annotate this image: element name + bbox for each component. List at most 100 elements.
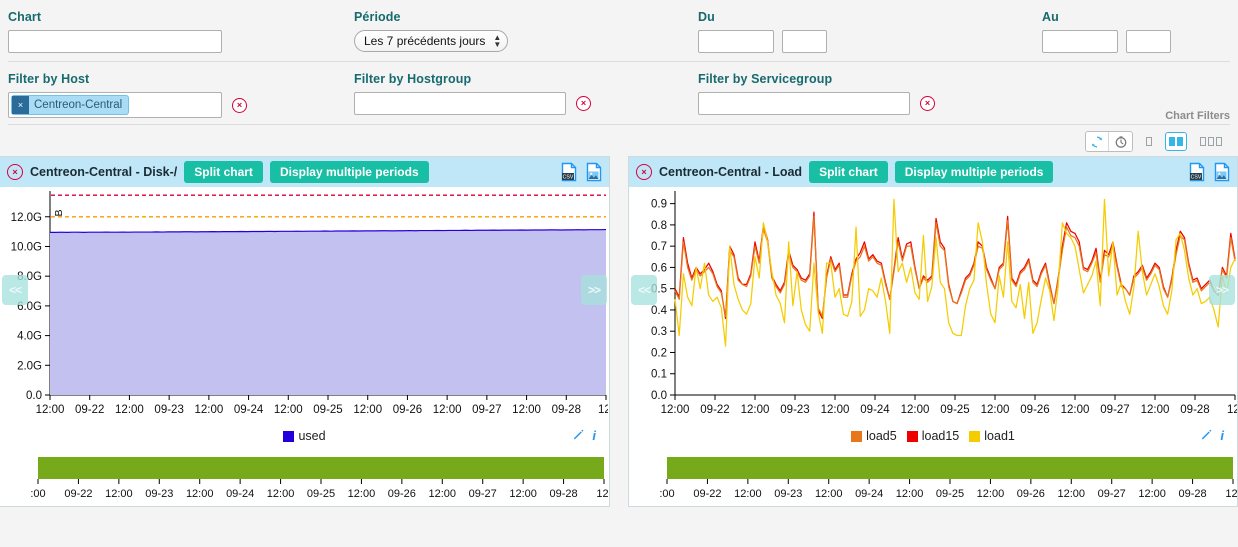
chart-prev-button-disk[interactable]: << <box>2 275 28 305</box>
svg-text:12:00: 12:00 <box>509 488 537 500</box>
au-field-label: Au <box>1042 10 1059 24</box>
period-select[interactable]: Les 7 précédents jours ▲ ▼ <box>354 30 509 52</box>
close-icon[interactable]: × <box>7 164 23 180</box>
svg-text:12:00: 12:00 <box>901 404 930 416</box>
field-servicegroup: Filter by Servicegroup × <box>698 72 935 115</box>
du-field-label: Du <box>698 10 715 24</box>
servicegroup-input[interactable] <box>698 92 910 115</box>
remove-token-icon[interactable]: × <box>12 96 29 114</box>
svg-text:12:00: 12:00 <box>977 488 1005 500</box>
layout-two-columns-button[interactable] <box>1165 132 1187 151</box>
filter-panel: Chart Période Les 7 précédents jours ▲ ▼ … <box>0 0 1238 125</box>
svg-text:12:00: 12:00 <box>1058 488 1086 500</box>
svg-text:B: B <box>53 209 65 216</box>
svg-text:12:00: 12:00 <box>1141 404 1170 416</box>
edit-pencil-icon[interactable] <box>1200 429 1213 442</box>
split-chart-button-load[interactable]: Split chart <box>809 161 888 183</box>
chart-next-button-load[interactable]: >> <box>1209 275 1235 305</box>
svg-text:09-25: 09-25 <box>307 488 335 500</box>
hostgroup-input[interactable] <box>354 92 566 115</box>
chart-input[interactable] <box>8 30 222 53</box>
layout-three-columns-button[interactable] <box>1196 132 1226 151</box>
au-time-input[interactable] <box>1126 30 1172 53</box>
chart-panel-load: × Centreon-Central - Load Split chart Di… <box>628 156 1238 507</box>
charts-container: × Centreon-Central - Disk-/ Split chart … <box>0 156 1238 507</box>
svg-text:0.0: 0.0 <box>26 390 42 402</box>
svg-text:0.3: 0.3 <box>651 326 667 338</box>
svg-text:12:00: 12:00 <box>1138 488 1166 500</box>
display-multiple-periods-button-load[interactable]: Display multiple periods <box>894 161 1054 183</box>
load-chart-svg: 0.00.10.20.30.40.50.60.70.80.912:00 09-22… <box>651 191 1237 416</box>
legend-tools-disk: i <box>572 428 596 443</box>
svg-text:CSV: CSV <box>1191 175 1202 181</box>
export-csv-icon[interactable]: CSV <box>560 162 578 182</box>
legend-item[interactable]: load1 <box>969 429 1015 443</box>
layout-three-cell-c <box>1216 137 1222 146</box>
period-select-value: Les 7 précédents jours <box>364 34 486 48</box>
timer-icon[interactable] <box>1109 132 1132 151</box>
du-date-input[interactable] <box>698 30 774 53</box>
info-icon[interactable]: i <box>592 428 596 443</box>
export-csv-icon[interactable]: CSV <box>1188 162 1206 182</box>
display-multiple-periods-button-disk[interactable]: Display multiple periods <box>269 161 429 183</box>
layout-one-column-button[interactable] <box>1142 132 1156 151</box>
clear-servicegroup-filter-icon[interactable]: × <box>920 96 935 111</box>
legend-item[interactable]: load15 <box>906 429 960 443</box>
svg-text:12:00: 12:00 <box>981 404 1010 416</box>
legend-label: load15 <box>921 429 960 443</box>
host-token[interactable]: × Centreon-Central <box>11 95 130 115</box>
svg-text:09-22: 09-22 <box>693 488 721 500</box>
clear-hostgroup-filter-icon[interactable]: × <box>576 96 591 111</box>
svg-text:CSV: CSV <box>563 175 574 181</box>
chart-panel-disk-title: Centreon-Central - Disk-/ <box>30 165 178 179</box>
field-host: Filter by Host × Centreon-Central × <box>8 72 354 118</box>
du-time-input[interactable] <box>782 30 828 53</box>
svg-text:09-23: 09-23 <box>154 404 183 416</box>
svg-text:09-27: 09-27 <box>469 488 497 500</box>
edit-pencil-icon[interactable] <box>572 429 585 442</box>
chart-panel-disk: × Centreon-Central - Disk-/ Split chart … <box>0 156 610 507</box>
chart-field-label: Chart <box>8 10 42 24</box>
svg-text:12:00: 12:00 <box>512 404 541 416</box>
chart-timeline-load[interactable]: :00 09-22 12:00 09-23 12:00 09-24 12:00 09-25 12… <box>629 449 1237 506</box>
svg-text:10.0G: 10.0G <box>11 241 42 253</box>
split-chart-button-disk[interactable]: Split chart <box>184 161 263 183</box>
clear-host-filter-icon[interactable]: × <box>232 97 247 113</box>
svg-text:12:00: 12:00 <box>194 404 223 416</box>
chart-toolbar <box>0 125 1238 156</box>
svg-text:09-25: 09-25 <box>313 404 342 416</box>
svg-text:09-26: 09-26 <box>1017 488 1045 500</box>
svg-text:12:: 12: <box>596 488 608 500</box>
svg-text:12:00: 12:00 <box>821 404 850 416</box>
close-icon[interactable]: × <box>636 164 652 180</box>
period-field-label: Période <box>354 10 401 24</box>
svg-text:09-24: 09-24 <box>234 404 264 416</box>
svg-text:12:00: 12:00 <box>353 404 382 416</box>
chart-plot-load[interactable]: 0.0 0.1 0.2 0.3 0.4 0.5 0.6 0.7 0.8 0.9 12:00 09-22… <box>629 187 1237 423</box>
svg-text::00: :00 <box>30 488 45 500</box>
legend-item[interactable]: used <box>283 429 326 443</box>
host-input[interactable]: × Centreon-Central <box>8 92 222 118</box>
svg-text:09-23: 09-23 <box>145 488 173 500</box>
legend-label: load1 <box>984 429 1015 443</box>
svg-text:09-25: 09-25 <box>936 488 964 500</box>
chart-prev-button-load[interactable]: << <box>631 275 657 305</box>
refresh-icon[interactable] <box>1086 132 1109 151</box>
chart-next-button-disk[interactable]: >> <box>581 275 607 305</box>
field-du: Du <box>698 10 1042 53</box>
au-date-input[interactable] <box>1042 30 1118 53</box>
info-icon[interactable]: i <box>1220 428 1224 443</box>
legend-item[interactable]: load5 <box>851 429 897 443</box>
chart-timeline-disk[interactable]: :00 09-22 12:00 09-23 12:00 09-24 12:00 09-25 12… <box>0 449 609 506</box>
legend-tools-load: i <box>1200 428 1224 443</box>
refresh-group <box>1085 131 1133 152</box>
chart-panel-load-title: Centreon-Central - Load <box>659 165 803 179</box>
svg-text:12:00: 12:00 <box>115 404 144 416</box>
chart-filters-tab[interactable]: Chart Filters <box>1165 110 1230 122</box>
svg-text:12:: 12: <box>1225 488 1237 500</box>
svg-text:09-27: 09-27 <box>1098 488 1126 500</box>
export-image-icon[interactable] <box>1213 162 1231 182</box>
chart-plot-disk[interactable]: 0.0 2.0G 4.0G 6.0G 8.0G 10.0G 12.0G B 12:00 09-22… <box>0 187 609 423</box>
svg-text:09-26: 09-26 <box>393 404 422 416</box>
export-image-icon[interactable] <box>585 162 603 182</box>
